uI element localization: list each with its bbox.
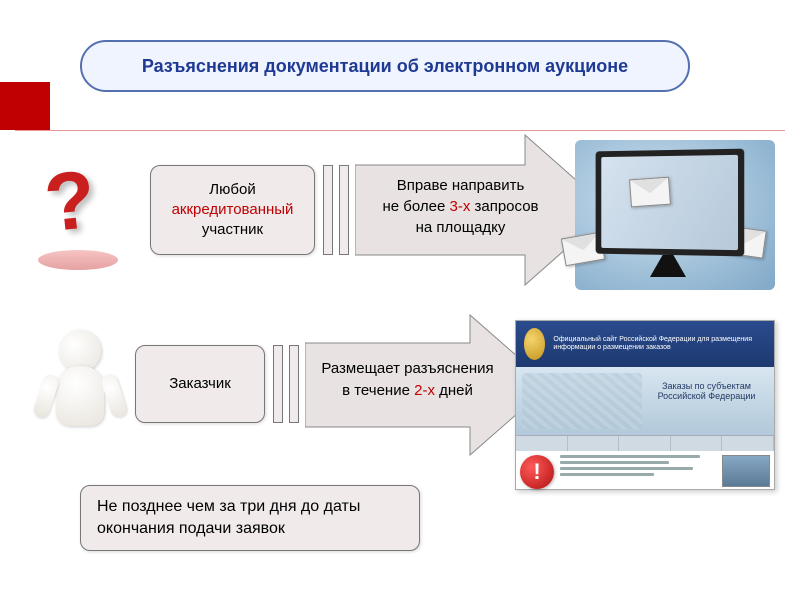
- accent-block: [0, 82, 50, 130]
- arrow1-l2emph: 3-х: [449, 198, 470, 215]
- arrow2-l2post: дней: [435, 382, 473, 399]
- footer-note-text: Не позднее чем за три дня до даты оконча…: [97, 496, 403, 539]
- participant-text: Любой аккредитованный участник: [172, 180, 294, 241]
- customer-box: Заказчик: [135, 345, 265, 423]
- arrow1-line1: Вправе направить: [397, 177, 525, 194]
- arrow1-l2post: запросов: [470, 198, 538, 215]
- arrow-row2-text: Размещает разъяснения в течение 2-х дней: [310, 358, 505, 402]
- monitor-illustration: [575, 140, 775, 290]
- participant-box: Любой аккредитованный участник: [150, 165, 315, 255]
- stripes-row2: [273, 345, 299, 423]
- arrow2-l2emph: 2-х: [414, 382, 435, 399]
- map-icon: [522, 373, 642, 429]
- customer-label: Заказчик: [169, 374, 231, 394]
- header-title: Разъяснения документации об электронном …: [142, 56, 628, 77]
- footer-note-box: Не позднее чем за три дня до даты оконча…: [80, 485, 420, 551]
- participant-emph: аккредитованный: [172, 201, 294, 218]
- alert-icon: !: [520, 455, 554, 489]
- website-banner-text: Заказы по субъектам Российской Федерации: [649, 381, 764, 401]
- emblem-icon: [524, 328, 545, 360]
- arrow2-line1: Размещает разъяснения: [321, 360, 493, 377]
- question-mark-icon: ?: [40, 153, 100, 252]
- arrow1-line3: на площадку: [416, 219, 506, 236]
- participant-line1: Любой: [209, 181, 255, 198]
- arrow2-l2pre: в течение: [342, 382, 414, 399]
- question-mark-base: [38, 250, 118, 270]
- participant-line3: участник: [202, 221, 263, 238]
- website-toptext: Официальный сайт Российской Федерации дл…: [553, 336, 766, 353]
- photo-thumb: [722, 455, 770, 487]
- stripes-row1: [323, 165, 349, 255]
- website-illustration: Официальный сайт Российской Федерации дл…: [515, 320, 775, 490]
- header-box: Разъяснения документации об электронном …: [80, 40, 690, 92]
- arrow-row1-text: Вправе направить не более 3-х запросов н…: [363, 175, 558, 238]
- arrow1-l2pre: не более: [382, 198, 449, 215]
- person-figure-icon: [40, 330, 120, 450]
